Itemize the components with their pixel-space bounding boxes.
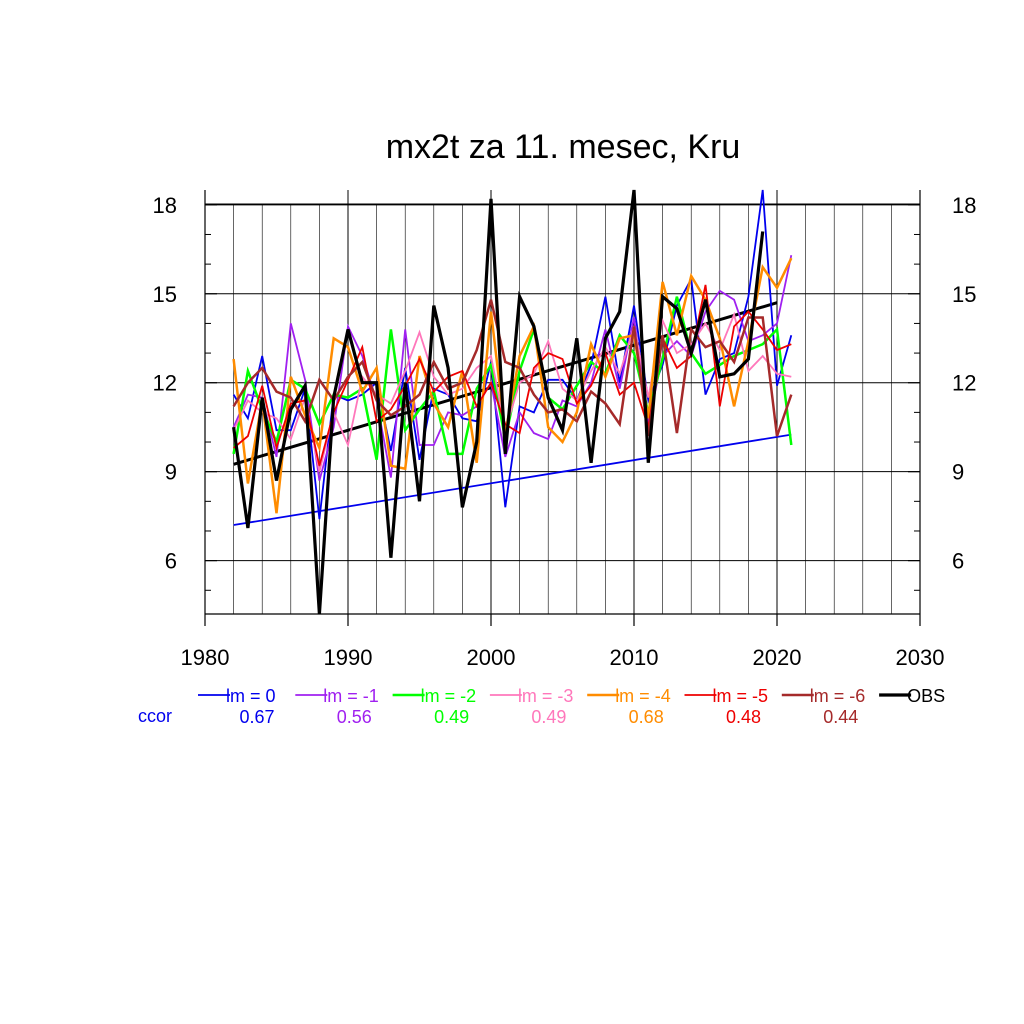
y-tick-label-right: 9 — [952, 460, 964, 485]
legend-label: lm = -6 — [810, 686, 866, 706]
x-tick-label: 2030 — [896, 645, 945, 670]
y-tick-label: 15 — [153, 282, 177, 307]
y-tick-label-right: 12 — [952, 371, 976, 396]
x-tick-label: 1980 — [181, 645, 230, 670]
y-tick-label-right: 18 — [952, 193, 976, 218]
ccor-value: 0.48 — [726, 707, 761, 727]
x-tick-label: 1990 — [324, 645, 373, 670]
axes: 6 6 9 9 12 12 15 15 18 18 1980 1990 2000 2010 2020 2030 — [153, 190, 976, 670]
x-tick-label: 2000 — [467, 645, 516, 670]
y-tick-label: 9 — [165, 460, 177, 485]
ccor-value: 0.68 — [629, 707, 664, 727]
x-tick-label: 2010 — [610, 645, 659, 670]
ccor-label: ccor — [138, 706, 172, 726]
legend-label: lm = -5 — [713, 686, 769, 706]
legend-label: lm = -3 — [518, 686, 574, 706]
y-tick-label-right: 15 — [952, 282, 976, 307]
series-layer — [232, 189, 793, 615]
y-tick-label-right: 6 — [952, 549, 964, 574]
y-tick-label: 18 — [153, 193, 177, 218]
legend-label: lm = -1 — [323, 686, 379, 706]
series-line-7 — [232, 189, 765, 615]
legend-label: lm = -4 — [615, 686, 671, 706]
legend-label: lm = 0 — [226, 686, 276, 706]
legend-label: lm = -2 — [421, 686, 477, 706]
ccor-value: 0.67 — [239, 707, 274, 727]
ccor-value: 0.56 — [337, 707, 372, 727]
chart-title: mx2t za 11. mesec, Kru — [386, 128, 741, 166]
ccor-value: 0.49 — [531, 707, 566, 727]
legend-label: OBS — [907, 686, 945, 706]
grid — [205, 190, 920, 614]
x-tick-label: 2020 — [753, 645, 802, 670]
y-tick-label: 12 — [153, 371, 177, 396]
ccor-value: 0.49 — [434, 707, 469, 727]
y-tick-label: 6 — [165, 549, 177, 574]
series-line-4 — [232, 257, 793, 514]
ccor-value: 0.44 — [823, 707, 858, 727]
trendline — [233, 433, 792, 526]
